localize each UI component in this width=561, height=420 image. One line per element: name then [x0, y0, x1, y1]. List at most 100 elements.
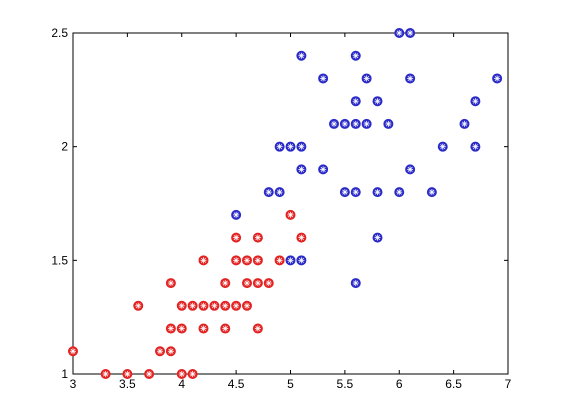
- marker-star: [472, 144, 478, 150]
- marker-star: [429, 189, 435, 195]
- marker-star: [462, 121, 467, 127]
- marker-star: [385, 121, 391, 127]
- marker-star: [190, 371, 196, 377]
- marker-star: [407, 75, 413, 81]
- point: [285, 255, 296, 266]
- point: [144, 369, 155, 379]
- point: [437, 141, 448, 152]
- marker-star: [233, 212, 239, 218]
- point: [165, 346, 176, 357]
- marker-star: [168, 348, 174, 354]
- y-tick-label: 2: [61, 140, 68, 154]
- marker-star: [331, 121, 337, 127]
- marker-star: [266, 189, 272, 195]
- x-tick-label: 5: [287, 377, 294, 391]
- marker-star: [298, 144, 304, 150]
- point: [176, 323, 187, 334]
- marker-star: [201, 257, 206, 263]
- x-tick-label: 6: [396, 377, 403, 391]
- marker-star: [70, 348, 76, 354]
- point: [470, 141, 481, 152]
- marker-star: [146, 371, 152, 377]
- point: [165, 278, 176, 289]
- point: [187, 300, 198, 311]
- point: [405, 73, 416, 84]
- point: [296, 164, 307, 175]
- point: [285, 141, 296, 152]
- marker-star: [168, 326, 174, 332]
- point: [394, 28, 405, 38]
- point: [122, 369, 133, 379]
- point: [372, 187, 383, 198]
- point: [133, 300, 144, 311]
- point: [296, 255, 307, 266]
- point: [231, 232, 242, 243]
- point: [176, 369, 187, 379]
- marker-star: [179, 371, 185, 377]
- marker-star: [168, 280, 174, 286]
- point: [350, 187, 361, 198]
- point: [231, 209, 242, 220]
- y-tick-label: 1.5: [51, 253, 68, 267]
- point: [274, 141, 285, 152]
- point: [220, 323, 231, 334]
- marker-star: [277, 189, 283, 195]
- point: [252, 255, 263, 266]
- marker-star: [179, 303, 185, 309]
- point: [350, 96, 361, 107]
- point: [318, 73, 329, 84]
- x-tick-label: 4.5: [228, 377, 245, 391]
- point: [318, 164, 329, 175]
- marker-star: [222, 303, 228, 309]
- marker-star: [298, 257, 304, 263]
- marker-star: [255, 326, 261, 332]
- point: [350, 118, 361, 129]
- marker-star: [353, 53, 359, 59]
- point: [242, 278, 252, 289]
- marker-star: [353, 189, 359, 195]
- marker-star: [320, 166, 326, 172]
- marker-star: [244, 280, 250, 286]
- marker-star: [288, 257, 293, 263]
- plot-area: [72, 32, 509, 375]
- point: [274, 255, 285, 266]
- point: [492, 73, 503, 84]
- point: [405, 28, 416, 38]
- point: [470, 96, 481, 107]
- marker-star: [364, 121, 370, 127]
- point: [372, 232, 383, 243]
- point: [100, 369, 111, 379]
- marker-star: [375, 98, 380, 104]
- point: [263, 187, 274, 198]
- point: [350, 50, 361, 61]
- x-tick-label: 3: [70, 377, 77, 391]
- point: [405, 164, 416, 175]
- point: [198, 255, 209, 266]
- marker-star: [222, 280, 228, 286]
- marker-star: [494, 75, 500, 81]
- marker-star: [342, 121, 348, 127]
- marker-star: [472, 98, 478, 104]
- marker-star: [342, 189, 348, 195]
- marker-star: [255, 280, 261, 286]
- marker-star: [298, 166, 304, 172]
- marker-star: [353, 121, 359, 127]
- marker-star: [353, 98, 359, 104]
- point: [296, 50, 307, 61]
- point: [231, 255, 242, 266]
- marker-star: [244, 303, 250, 309]
- point: [383, 118, 394, 129]
- marker-star: [201, 326, 206, 332]
- marker-star: [244, 257, 250, 263]
- marker-star: [288, 212, 293, 218]
- marker-star: [233, 235, 239, 241]
- point: [252, 232, 263, 243]
- marker-star: [124, 371, 130, 377]
- x-tick-label: 6.5: [445, 377, 462, 391]
- point: [220, 300, 231, 311]
- marker-star: [255, 257, 261, 263]
- marker-star: [190, 303, 196, 309]
- point: [209, 300, 220, 311]
